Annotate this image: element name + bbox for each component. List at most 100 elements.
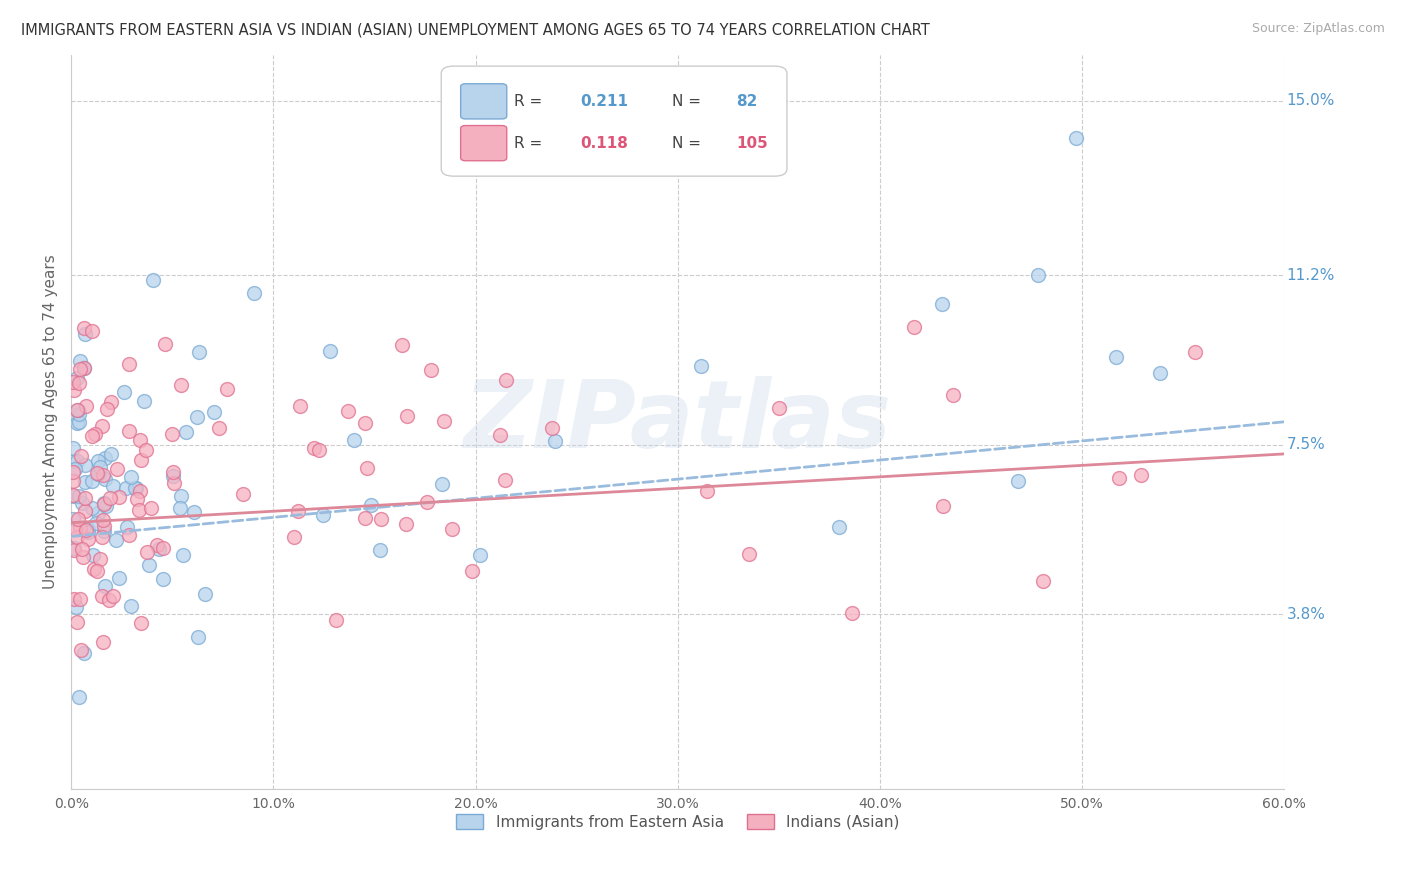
Point	[98, 491, 121, 505]
Point	[494, 474, 516, 488]
Point	[67, 376, 90, 390]
Point	[162, 469, 184, 483]
Point	[162, 465, 184, 479]
Point	[489, 428, 512, 442]
Point	[468, 548, 491, 562]
Point	[73, 321, 96, 335]
Point	[152, 541, 174, 556]
Text: N =: N =	[672, 94, 706, 109]
Point	[62, 453, 84, 467]
Point	[391, 338, 413, 352]
Point	[62, 474, 84, 488]
Text: R =: R =	[515, 94, 547, 109]
Point	[75, 504, 97, 518]
Point	[932, 499, 955, 513]
Point	[62, 488, 84, 502]
Point	[75, 400, 97, 414]
Point	[337, 403, 360, 417]
Point	[63, 461, 86, 475]
Point	[84, 516, 107, 530]
Point	[689, 359, 711, 374]
Point	[841, 607, 863, 621]
Point	[75, 491, 97, 506]
Point	[325, 614, 347, 628]
Point	[90, 530, 112, 544]
Point	[70, 450, 93, 464]
Point	[62, 441, 84, 455]
Point	[142, 273, 165, 287]
Point	[87, 467, 110, 481]
Point	[73, 360, 96, 375]
Point	[120, 470, 142, 484]
Point	[91, 634, 114, 648]
Point	[461, 564, 484, 578]
Point	[152, 572, 174, 586]
Point	[67, 407, 90, 421]
Point	[287, 504, 309, 518]
Point	[311, 508, 333, 522]
Point	[66, 453, 89, 467]
Point	[63, 522, 86, 536]
Point	[94, 499, 117, 513]
Point	[83, 561, 105, 575]
Point	[169, 500, 191, 515]
Point	[124, 481, 146, 495]
Point	[1032, 574, 1054, 588]
Point	[540, 421, 562, 435]
Point	[103, 479, 125, 493]
Text: 3.8%: 3.8%	[1286, 607, 1326, 622]
Text: 15.0%: 15.0%	[1286, 94, 1336, 109]
Point	[903, 319, 925, 334]
Point	[172, 549, 194, 563]
Point	[77, 524, 100, 539]
Point	[360, 498, 382, 512]
Point	[187, 345, 209, 359]
Point	[69, 353, 91, 368]
Point	[69, 643, 91, 657]
Point	[134, 394, 156, 409]
Point	[544, 434, 567, 448]
Point	[65, 599, 87, 614]
Point	[73, 458, 96, 472]
Point	[77, 522, 100, 536]
Text: 82: 82	[735, 94, 758, 109]
Point	[1149, 366, 1171, 380]
Point	[215, 382, 238, 396]
Point	[89, 552, 111, 566]
Legend: Immigrants from Eastern Asia, Indians (Asian): Immigrants from Eastern Asia, Indians (A…	[450, 807, 905, 836]
Point	[243, 286, 266, 301]
Point	[194, 587, 217, 601]
Point	[66, 403, 89, 417]
Point	[738, 547, 761, 561]
Text: 0.211: 0.211	[581, 94, 628, 109]
Point	[129, 453, 152, 467]
Point	[67, 403, 90, 417]
Point	[942, 388, 965, 402]
Point	[283, 530, 305, 544]
Point	[93, 579, 115, 593]
Point	[62, 541, 84, 556]
Text: R =: R =	[515, 136, 547, 151]
Point	[1129, 468, 1152, 483]
FancyBboxPatch shape	[461, 126, 506, 161]
Point	[1026, 268, 1049, 282]
Point	[67, 690, 90, 704]
Point	[66, 371, 89, 385]
Point	[186, 410, 208, 425]
Point	[416, 494, 439, 508]
Point	[1108, 471, 1130, 485]
Point	[112, 384, 135, 399]
Point	[108, 570, 131, 584]
Point	[62, 376, 84, 390]
Point	[1064, 130, 1087, 145]
Point	[495, 373, 517, 387]
Point	[441, 522, 464, 536]
Point	[66, 416, 89, 430]
Point	[90, 589, 112, 603]
Point	[304, 441, 326, 455]
Point	[153, 337, 176, 351]
Point	[66, 512, 89, 526]
Point	[63, 543, 86, 558]
Point	[170, 489, 193, 503]
Point	[146, 538, 169, 552]
